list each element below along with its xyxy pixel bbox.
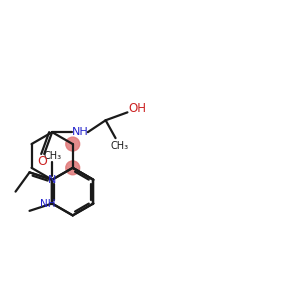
Text: NH: NH [40,200,56,209]
Circle shape [66,137,80,151]
Text: O: O [37,155,47,168]
Circle shape [66,161,80,175]
Text: N: N [48,175,56,185]
Text: NH: NH [71,127,88,137]
Text: CH₃: CH₃ [110,141,129,151]
Text: OH: OH [128,102,146,115]
Text: CH₃: CH₃ [43,151,61,161]
